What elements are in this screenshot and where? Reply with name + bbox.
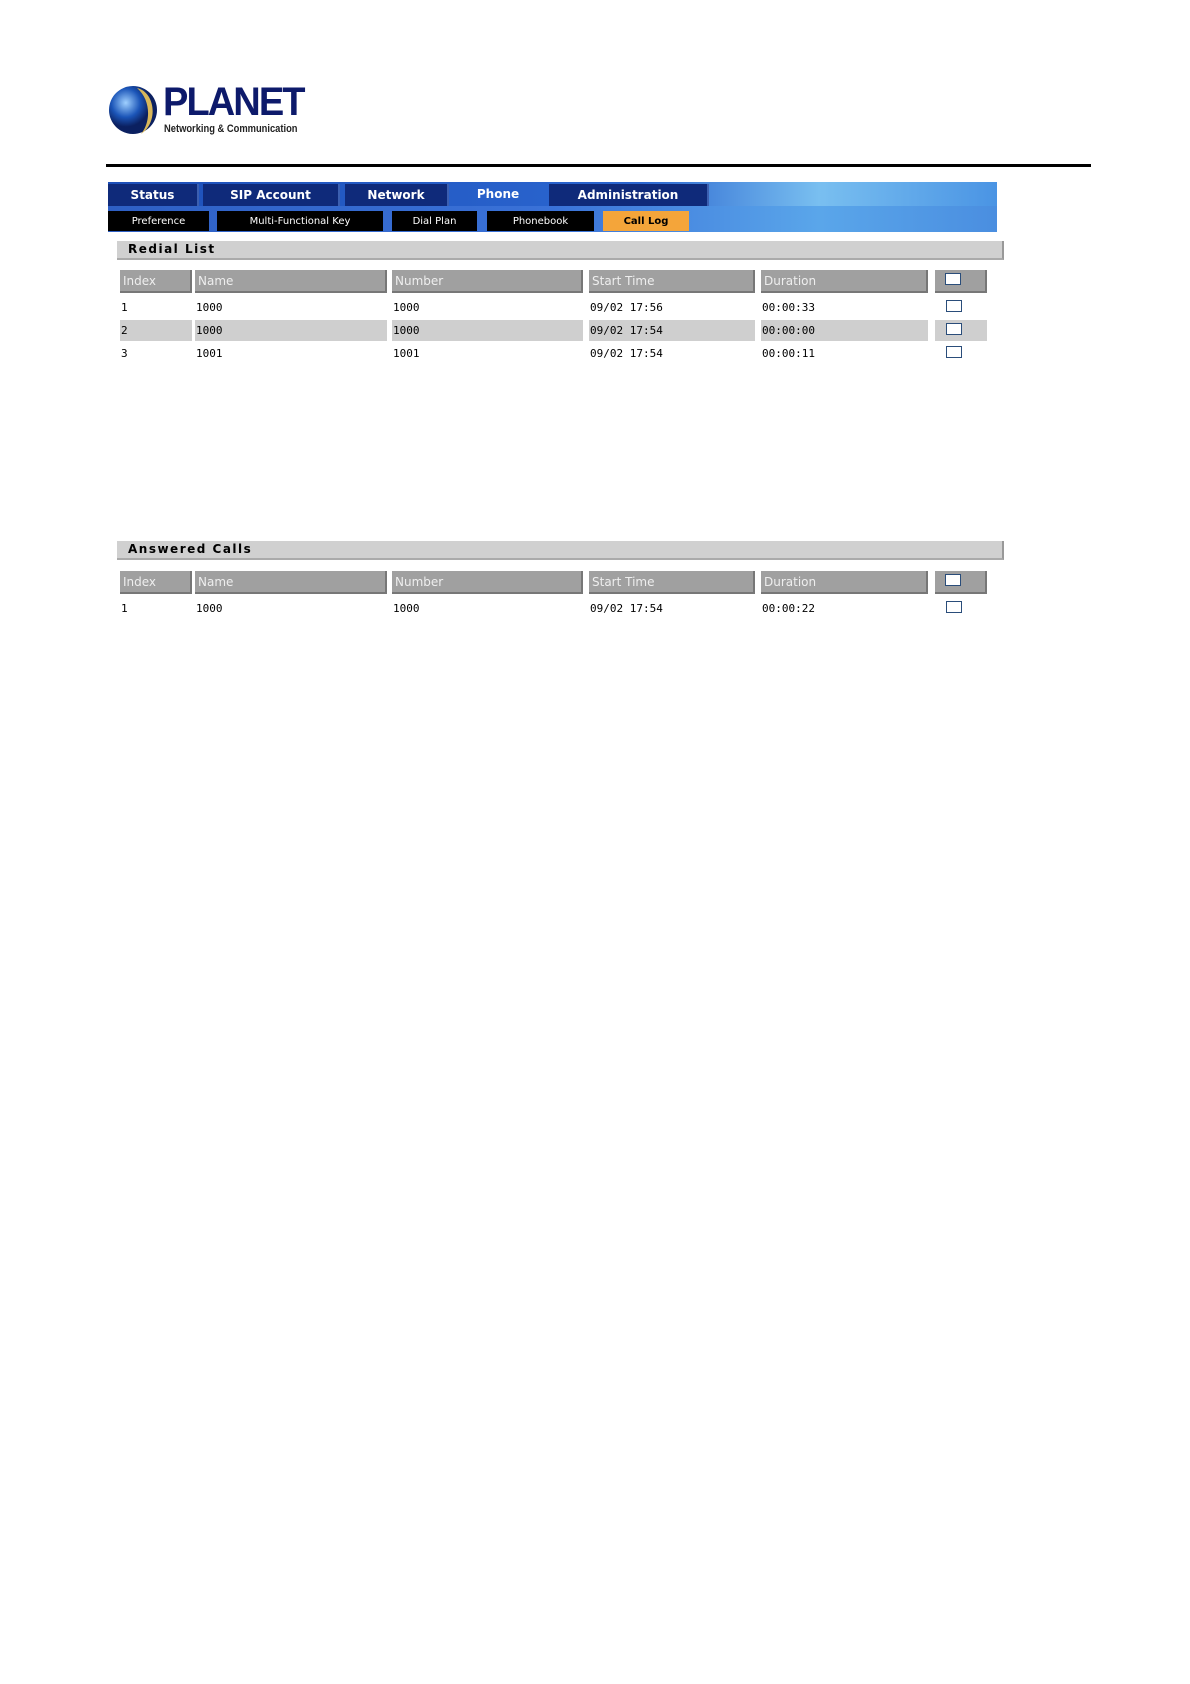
cell-name: 1000 xyxy=(196,602,223,615)
cell-index: 2 xyxy=(120,320,192,341)
subtab-dial-plan[interactable]: Dial Plan xyxy=(392,211,477,231)
tab-administration[interactable]: Administration xyxy=(549,184,709,206)
cell-number: 1001 xyxy=(393,347,420,360)
cell-index: 1 xyxy=(121,301,128,314)
select-all-checkbox[interactable] xyxy=(945,574,961,586)
cell-name: 1000 xyxy=(196,301,223,314)
column-header-duration: Duration xyxy=(761,571,928,594)
cell-duration: 00:00:11 xyxy=(762,347,815,360)
subtab-multi-functional-key[interactable]: Multi-Functional Key xyxy=(217,211,383,231)
tab-status[interactable]: Status xyxy=(108,184,199,206)
cell-duration: 00:00:00 xyxy=(761,320,928,341)
row-select-cell xyxy=(935,320,987,341)
cell-number: 1000 xyxy=(393,602,420,615)
row-select-cell xyxy=(935,598,987,619)
subtab-preference[interactable]: Preference xyxy=(108,211,209,231)
redial-list-title: Redial List xyxy=(117,241,1004,260)
tab-network[interactable]: Network xyxy=(345,184,449,206)
subtab-call-log[interactable]: Call Log xyxy=(603,211,689,231)
column-header-name: Name xyxy=(195,270,387,293)
header-divider xyxy=(106,164,1091,167)
row-checkbox[interactable] xyxy=(946,323,962,335)
column-header-start-time: Start Time xyxy=(589,571,755,594)
cell-index: 3 xyxy=(121,347,128,360)
cell-start-time: 09/02 17:54 xyxy=(590,347,663,360)
cell-start-time: 09/02 17:54 xyxy=(589,320,755,341)
cell-number: 1000 xyxy=(392,320,583,341)
brand-name: PLANET xyxy=(163,80,305,124)
column-header-number: Number xyxy=(392,571,583,594)
cell-name: 1001 xyxy=(196,347,223,360)
brand-tagline: Networking & Communication xyxy=(164,123,298,135)
cell-start-time: 09/02 17:56 xyxy=(590,301,663,314)
column-header-index: Index xyxy=(120,571,192,594)
tab-sip-account[interactable]: SIP Account xyxy=(203,184,340,206)
row-select-cell xyxy=(935,343,987,364)
column-header-duration: Duration xyxy=(761,270,928,293)
planet-logo xyxy=(107,82,307,138)
cell-start-time: 09/02 17:54 xyxy=(590,602,663,615)
subtab-phonebook[interactable]: Phonebook xyxy=(487,211,594,231)
column-header-name: Name xyxy=(195,571,387,594)
row-checkbox[interactable] xyxy=(946,346,962,358)
row-checkbox[interactable] xyxy=(946,601,962,613)
row-checkbox[interactable] xyxy=(946,300,962,312)
cell-duration: 00:00:22 xyxy=(762,602,815,615)
cell-number: 1000 xyxy=(393,301,420,314)
column-header-index: Index xyxy=(120,270,192,293)
row-select-cell xyxy=(935,297,987,318)
column-header-select xyxy=(935,571,987,594)
tab-phone[interactable]: Phone xyxy=(476,187,520,201)
column-header-start-time: Start Time xyxy=(589,270,755,293)
globe-icon xyxy=(109,86,157,134)
answered-calls-title: Answered Calls xyxy=(117,541,1004,560)
select-all-checkbox[interactable] xyxy=(945,273,961,285)
cell-index: 1 xyxy=(121,602,128,615)
cell-name: 1000 xyxy=(195,320,387,341)
column-header-select xyxy=(935,270,987,293)
cell-duration: 00:00:33 xyxy=(762,301,815,314)
column-header-number: Number xyxy=(392,270,583,293)
